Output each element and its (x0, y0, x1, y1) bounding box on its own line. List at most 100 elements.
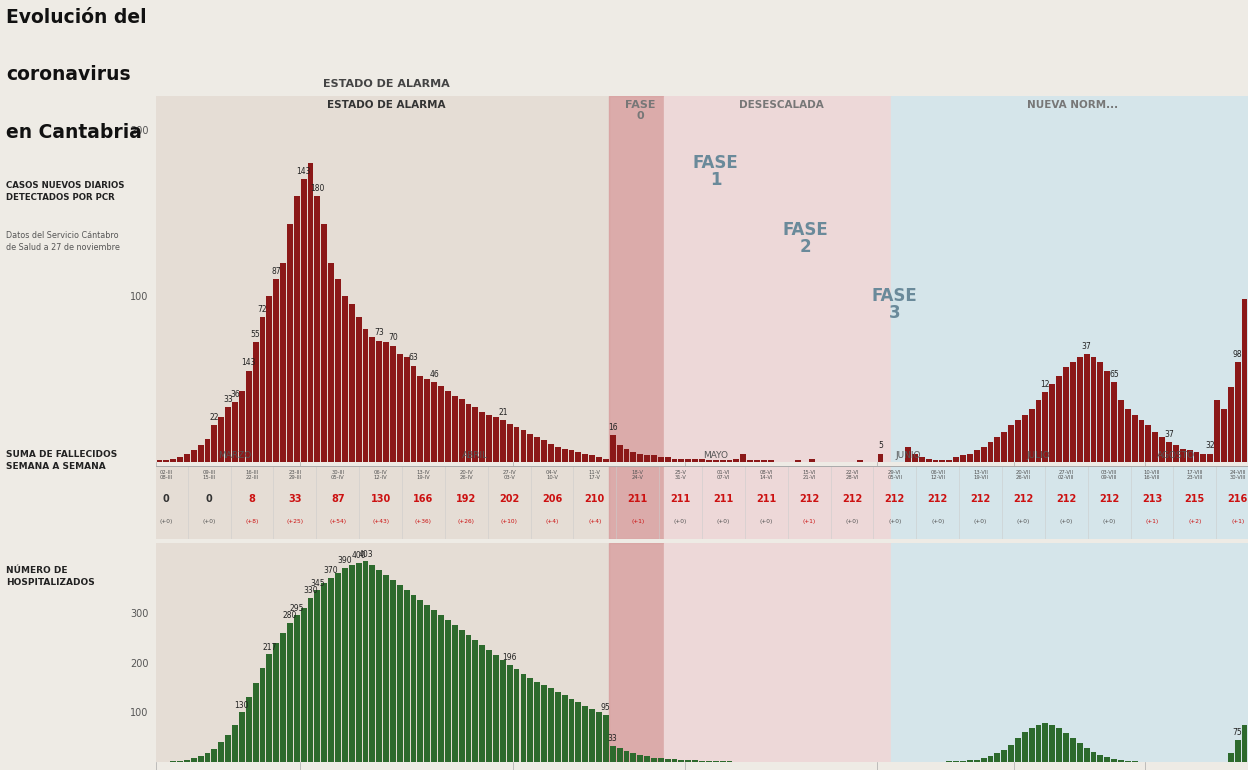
Text: 370: 370 (323, 566, 338, 575)
Text: 30-III
05-IV: 30-III 05-IV (331, 470, 344, 480)
Bar (548, 688, 554, 762)
Bar (479, 412, 485, 462)
Bar (1104, 370, 1111, 462)
Bar (391, 346, 396, 462)
Bar (307, 162, 313, 462)
Text: (+36): (+36) (414, 518, 432, 524)
Bar (301, 608, 307, 762)
Bar (726, 460, 733, 462)
Bar (919, 457, 925, 462)
Text: ESTADO DE ALARMA: ESTADO DE ALARMA (327, 99, 446, 109)
Bar (163, 460, 170, 462)
Text: (+1): (+1) (802, 518, 816, 524)
Text: 180: 180 (311, 184, 324, 192)
Bar (987, 756, 993, 762)
Text: 390: 390 (337, 556, 352, 565)
Bar (1077, 743, 1083, 762)
Bar (1028, 409, 1035, 462)
Text: (+0): (+0) (1060, 518, 1073, 524)
Bar (225, 735, 231, 762)
Bar (266, 654, 272, 762)
Bar (740, 454, 746, 462)
Bar (795, 460, 801, 462)
Bar (156, 96, 609, 462)
Text: 130: 130 (371, 494, 391, 504)
Bar (932, 460, 938, 462)
Text: 13-IV
19-IV: 13-IV 19-IV (417, 470, 431, 480)
Bar (953, 457, 958, 462)
Text: (+26): (+26) (458, 518, 474, 524)
Bar (1201, 454, 1207, 462)
Bar (597, 457, 602, 462)
Text: 27-IV
03-V: 27-IV 03-V (502, 470, 515, 480)
Text: 211: 211 (756, 494, 776, 504)
Bar (685, 459, 691, 462)
Bar (1008, 745, 1013, 762)
Text: 17-VIII
23-VIII: 17-VIII 23-VIII (1187, 470, 1203, 480)
Bar (1242, 725, 1248, 762)
Bar (205, 439, 211, 462)
Bar (293, 615, 300, 762)
Bar (973, 450, 980, 462)
Bar (493, 655, 499, 762)
Bar (1187, 450, 1193, 462)
Bar (761, 460, 766, 462)
Text: 0: 0 (163, 494, 170, 504)
Text: FASE
0: FASE 0 (625, 99, 655, 121)
Text: 206: 206 (542, 494, 562, 504)
Text: 20-VII
26-VII: 20-VII 26-VII (1016, 470, 1031, 480)
Bar (857, 460, 862, 462)
Bar (967, 454, 972, 462)
Bar (624, 449, 629, 462)
Bar (356, 317, 362, 462)
Bar (342, 296, 348, 462)
Bar (321, 224, 327, 462)
Bar (981, 447, 986, 462)
Text: 400: 400 (351, 551, 366, 561)
Text: 95: 95 (602, 704, 610, 712)
Bar (197, 756, 203, 762)
Bar (349, 304, 354, 462)
Text: 11-V
17-V: 11-V 17-V (589, 470, 600, 480)
Text: (+0): (+0) (160, 518, 173, 524)
Bar (514, 669, 519, 762)
Bar (1104, 758, 1111, 762)
Text: FASE
3: FASE 3 (871, 287, 917, 322)
Text: 09-III
15-III: 09-III 15-III (202, 470, 216, 480)
Bar (459, 399, 464, 462)
Bar (1083, 748, 1090, 762)
Text: MAYO: MAYO (703, 451, 729, 460)
Bar (589, 709, 595, 762)
Bar (487, 416, 492, 462)
Text: 33: 33 (608, 735, 618, 743)
Text: AGOSTO: AGOSTO (1157, 451, 1194, 460)
Text: coronavirus: coronavirus (6, 65, 131, 85)
Text: ESTADO DE ALARMA: ESTADO DE ALARMA (323, 79, 449, 89)
Bar (1077, 357, 1083, 462)
Bar (446, 390, 451, 462)
Bar (548, 444, 554, 462)
Text: 12: 12 (1041, 380, 1050, 389)
Bar (446, 620, 451, 762)
Bar (356, 563, 362, 762)
Bar (1173, 445, 1179, 462)
Bar (246, 370, 252, 462)
Text: 24-VIII
30-VIII: 24-VIII 30-VIII (1229, 470, 1246, 480)
Text: 212: 212 (1099, 494, 1119, 504)
Bar (411, 595, 417, 762)
Text: 02-III
08-III: 02-III 08-III (160, 470, 173, 480)
Bar (960, 761, 966, 762)
Bar (1146, 425, 1152, 462)
Bar (534, 437, 540, 462)
Text: (+4): (+4) (588, 518, 602, 524)
Text: 22-VI
28-VI: 22-VI 28-VI (845, 470, 859, 480)
Bar (1179, 449, 1186, 462)
Bar (617, 748, 623, 762)
Text: 8: 8 (248, 494, 256, 504)
Text: (+0): (+0) (1102, 518, 1116, 524)
Bar (479, 645, 485, 762)
Bar (1111, 382, 1117, 462)
Bar (1036, 725, 1041, 762)
Text: 16: 16 (608, 423, 618, 432)
Text: (+10): (+10) (500, 518, 518, 524)
